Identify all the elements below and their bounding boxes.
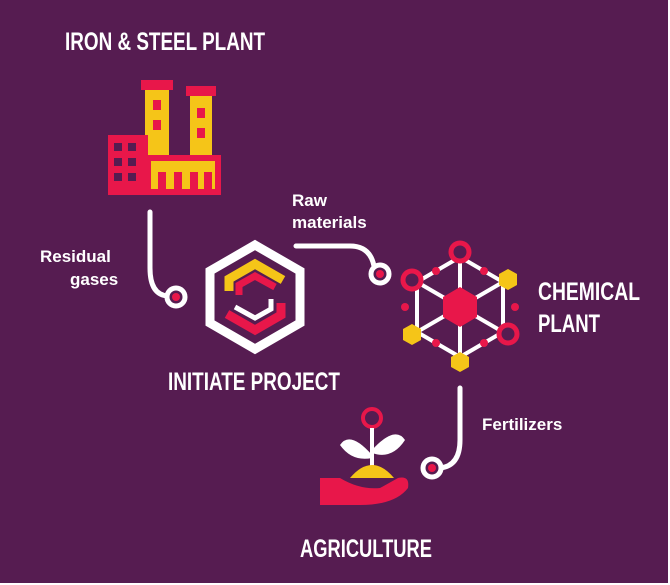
connectors	[147, 209, 463, 471]
node-label: PLANT	[538, 310, 600, 338]
edge-label: materials	[292, 213, 367, 232]
edge-label: Residual	[40, 247, 111, 266]
agriculture-icon	[320, 407, 409, 505]
node-label: IRON & STEEL PLANT	[65, 28, 265, 56]
initiate-logo	[205, 239, 305, 355]
edge-label: gases	[70, 270, 118, 289]
node-label: CHEMICAL	[538, 278, 640, 306]
connector-dots	[172, 270, 436, 472]
node-label: INITIATE PROJECT	[168, 368, 340, 396]
edge-label: Fertilizers	[482, 415, 562, 434]
molecule-icon	[400, 240, 520, 372]
factory-icon	[108, 80, 221, 195]
edge-label: Raw	[292, 191, 328, 210]
node-label: AGRICULTURE	[300, 535, 432, 563]
